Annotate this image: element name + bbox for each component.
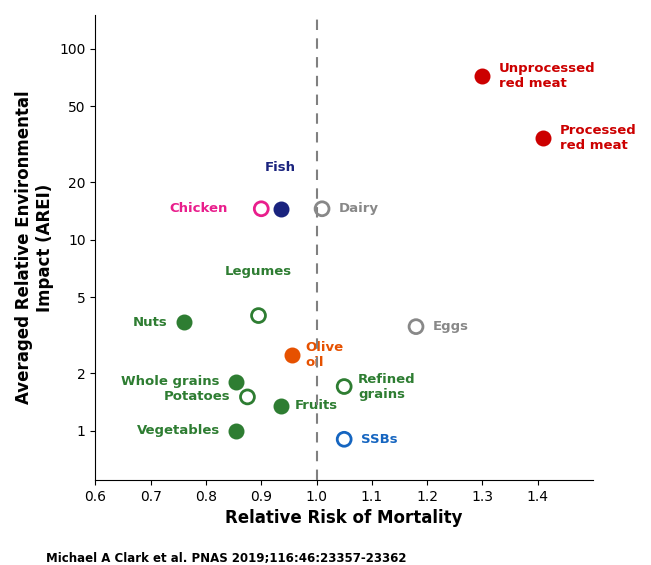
X-axis label: Relative Risk of Mortality: Relative Risk of Mortality [225,510,463,527]
Point [253,311,264,320]
Text: Eggs: Eggs [433,320,469,333]
Point [317,205,327,214]
Point [256,205,266,214]
Point [231,377,242,386]
Point [339,382,350,391]
Point [411,322,421,331]
Point [477,71,488,80]
Text: Chicken: Chicken [170,202,228,215]
Point [242,393,253,402]
Point [339,434,350,444]
Text: Refined
grains: Refined grains [358,372,415,401]
Point [538,133,548,142]
Text: Unprocessed
red meat: Unprocessed red meat [499,62,596,90]
Text: Legumes: Legumes [225,265,292,278]
Point [178,318,189,327]
Y-axis label: Averaged Relative Environmental
Impact (AREI): Averaged Relative Environmental Impact (… [15,91,54,405]
Text: Dairy: Dairy [339,202,379,215]
Text: Nuts: Nuts [133,315,167,328]
Text: Potatoes: Potatoes [164,390,231,403]
Text: Olive
oil: Olive oil [305,341,344,368]
Text: Whole grains: Whole grains [121,375,220,388]
Point [231,426,242,435]
Text: SSBs: SSBs [361,433,397,446]
Text: Processed
red meat: Processed red meat [560,124,637,152]
Point [275,205,286,214]
Text: Fish: Fish [265,160,296,174]
Text: Michael A Clark et al. PNAS 2019;116:46:23357-23362: Michael A Clark et al. PNAS 2019;116:46:… [46,552,406,565]
Point [275,401,286,410]
Text: Fruits: Fruits [294,399,338,412]
Point [286,350,297,359]
Text: Vegetables: Vegetables [137,424,220,437]
